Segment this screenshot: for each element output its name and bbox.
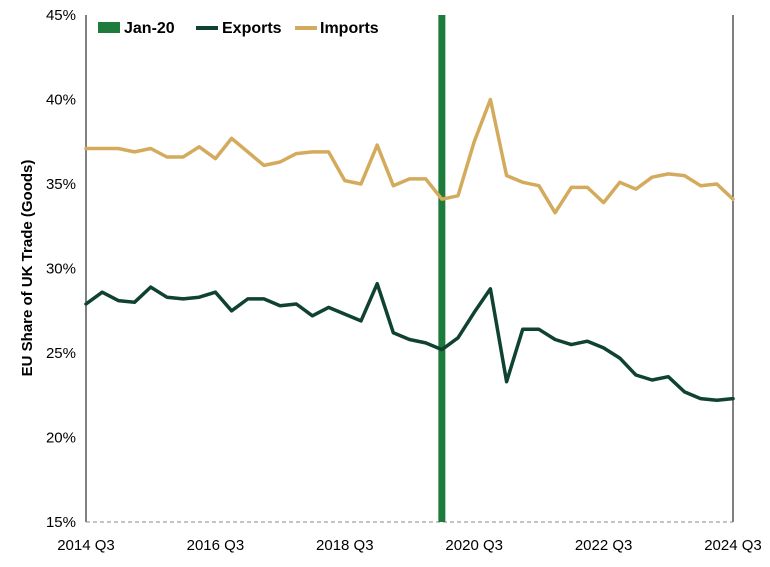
y-tick-label: 15% — [46, 514, 76, 531]
legend: Jan-20 Exports Imports — [98, 20, 379, 37]
y-tick-label: 45% — [46, 7, 76, 24]
y-tick-label: 20% — [46, 430, 76, 447]
y-tick-label: 25% — [46, 345, 76, 362]
jan-20-marker-bar — [438, 15, 446, 522]
series-line-exports — [84, 281, 735, 403]
y-tick-label: 35% — [46, 176, 76, 193]
x-tick-label: 2024 Q3 — [704, 537, 762, 554]
x-tick-label: 2020 Q3 — [445, 537, 503, 554]
x-tick-label: 2022 Q3 — [575, 537, 633, 554]
x-tick-label: 2016 Q3 — [187, 537, 245, 554]
x-tick-label: 2018 Q3 — [316, 537, 374, 554]
legend-swatch-jan-20 — [98, 22, 120, 33]
y-axis-label: EU Share of UK Trade (Goods) — [19, 160, 36, 377]
legend-label-exports: Exports — [222, 20, 282, 37]
y-tick-label: 40% — [46, 92, 76, 109]
y-tick-labels: 15% 20% 25% 30% 35% 40% 45% — [46, 7, 76, 531]
x-tick-labels: 2014 Q3 2016 Q3 2018 Q3 2020 Q3 2022 Q3 2024 … — [57, 537, 762, 554]
series-line-imports — [84, 97, 735, 215]
y-tick-label: 30% — [46, 261, 76, 278]
legend-label-imports: Imports — [320, 20, 379, 37]
x-tick-label: 2014 Q3 — [57, 537, 115, 554]
series-layer — [84, 97, 735, 403]
legend-label-jan-20: Jan-20 — [124, 20, 175, 37]
